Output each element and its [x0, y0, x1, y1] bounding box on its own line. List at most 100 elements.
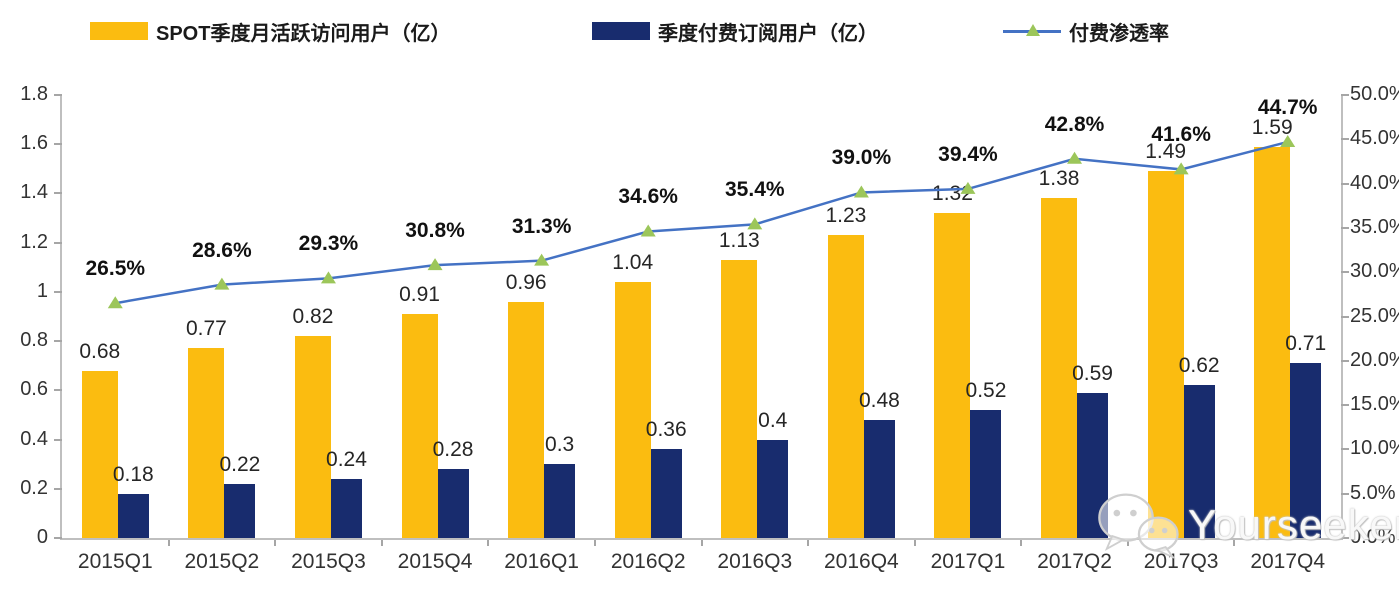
bar-label-mau: 1.13: [718, 228, 760, 252]
bar-subscribers: [437, 469, 469, 538]
bar-label-mau: 1.04: [612, 251, 654, 275]
triangle-marker-icon: [1026, 24, 1040, 36]
penetration-label: 39.0%: [831, 146, 892, 170]
bar-mau: [721, 259, 758, 538]
x-axis-category-label: 2016Q2: [610, 550, 686, 573]
y-axis-right-tick: [1341, 226, 1349, 229]
y-axis-right-label: 30.0%: [1350, 260, 1399, 283]
y-axis-left-label: 0.8: [20, 329, 48, 352]
bar-label-mau: 1.38: [1038, 167, 1080, 191]
y-axis-right-tick: [1341, 404, 1349, 407]
penetration-label: 30.8%: [405, 219, 465, 243]
legend-item-mau: SPOT季度月活跃访问用户（亿）: [90, 18, 451, 45]
y-axis-left-label: 0.4: [20, 427, 48, 450]
bar-subscribers: [650, 449, 682, 538]
x-axis-category-label: 2017Q3: [1143, 550, 1219, 573]
penetration-label: 29.3%: [298, 232, 359, 256]
legend-label-mau: SPOT季度月活跃访问用户（亿）: [156, 22, 451, 45]
y-axis-left-tick: [54, 487, 62, 490]
y-axis-right-tick: [1341, 94, 1349, 96]
bar-label-subscribers: 0.28: [432, 438, 474, 462]
bar-subscribers: [757, 439, 789, 538]
penetration-label: 34.6%: [618, 185, 678, 209]
y-axis-left: [60, 95, 62, 540]
y-axis-right-tick: [1341, 315, 1349, 318]
bar-mau: [934, 213, 971, 538]
penetration-marker: [1067, 151, 1083, 164]
y-axis-left-tick: [54, 537, 62, 539]
y-axis-left-label: 0.2: [20, 476, 48, 499]
penetration-label: 41.6%: [1151, 123, 1211, 147]
legend-swatch-mau: [90, 22, 148, 40]
bar-label-mau: 0.68: [79, 339, 121, 363]
bar-label-mau: 1.23: [825, 204, 867, 228]
watermark: Yourseeker: [1092, 488, 1399, 562]
x-axis: [60, 538, 1343, 540]
y-axis-left-label: 1: [36, 279, 48, 302]
x-axis-tick: [487, 540, 490, 546]
x-axis-tick: [807, 540, 810, 546]
penetration-marker: [214, 277, 230, 290]
y-axis-right-label: 20.0%: [1350, 348, 1399, 371]
watermark-text: Yourseeker: [1188, 501, 1399, 548]
wechat-icon: [1098, 493, 1179, 560]
y-axis-right-tick: [1341, 359, 1349, 362]
bar-label-subscribers: 0.52: [965, 379, 1007, 403]
x-axis-category-label: 2017Q2: [1037, 550, 1112, 573]
x-axis-category-label: 2015Q3: [291, 550, 366, 573]
bar-subscribers: [1183, 385, 1215, 538]
bar-label-mau: 0.96: [505, 270, 547, 294]
x-axis-tick: [1126, 540, 1129, 546]
y-axis-left-label: 1.4: [20, 181, 48, 204]
x-axis-category-label: 2015Q2: [184, 550, 260, 573]
y-axis-left-label: 0.6: [20, 378, 48, 401]
y-axis-right-tick: [1341, 448, 1349, 451]
y-axis-left-label: 0: [36, 526, 48, 548]
bar-label-subscribers: 0.59: [1072, 361, 1113, 385]
y-axis-left-tick: [54, 438, 62, 441]
x-axis-tick: [380, 540, 383, 546]
bar-label-subscribers: 0.24: [326, 447, 367, 471]
bar-subscribers: [117, 493, 149, 538]
penetration-marker: [320, 271, 336, 284]
x-axis-tick: [274, 540, 277, 546]
bar-label-mau: 0.82: [292, 305, 334, 329]
y-axis-right-label: 45.0%: [1350, 127, 1399, 150]
bar-label-subscribers: 0.36: [645, 418, 687, 442]
y-axis-left-tick: [54, 241, 62, 244]
penetration-label: 44.7%: [1257, 95, 1318, 119]
y-axis-right-tick: [1341, 271, 1349, 274]
bar-subscribers: [1290, 363, 1322, 538]
bar-mau: [294, 336, 331, 538]
penetration-marker: [107, 296, 123, 309]
bar-subscribers: [970, 410, 1002, 538]
x-axis-tick: [167, 540, 170, 546]
bar-label-mau: 1.59: [1251, 115, 1293, 139]
y-axis-left-label: 1.8: [20, 83, 48, 105]
x-axis-category-label: 2017Q4: [1250, 550, 1326, 573]
bar-mau: [508, 301, 545, 538]
bar-mau: [401, 314, 438, 538]
bar-subscribers: [863, 419, 895, 538]
legend-label-subscribers: 季度付费订阅用户（亿）: [658, 22, 878, 45]
y-axis-right-label: 25.0%: [1350, 304, 1399, 327]
bar-label-subscribers: 0.4: [758, 408, 788, 432]
legend-swatch-penetration: [1003, 22, 1061, 40]
x-axis-category-label: 2016Q4: [824, 550, 899, 573]
bar-label-subscribers: 0.62: [1178, 354, 1220, 378]
y-axis-left-tick: [54, 389, 62, 392]
bar-label-subscribers: 0.48: [858, 388, 900, 412]
bar-label-mau: 1.32: [932, 182, 973, 206]
y-axis-right-label: 35.0%: [1350, 215, 1399, 238]
bar-mau: [188, 348, 225, 538]
y-axis-left-tick: [54, 340, 62, 343]
bar-subscribers: [330, 478, 362, 538]
bar-mau: [81, 370, 118, 538]
y-axis-right-label: 5.0%: [1350, 481, 1396, 504]
y-axis-left-label: 1.2: [20, 230, 48, 253]
penetration-label: 42.8%: [1044, 112, 1105, 136]
bar-mau: [827, 235, 864, 538]
x-axis-tick: [1020, 540, 1023, 546]
penetration-marker: [853, 185, 869, 198]
